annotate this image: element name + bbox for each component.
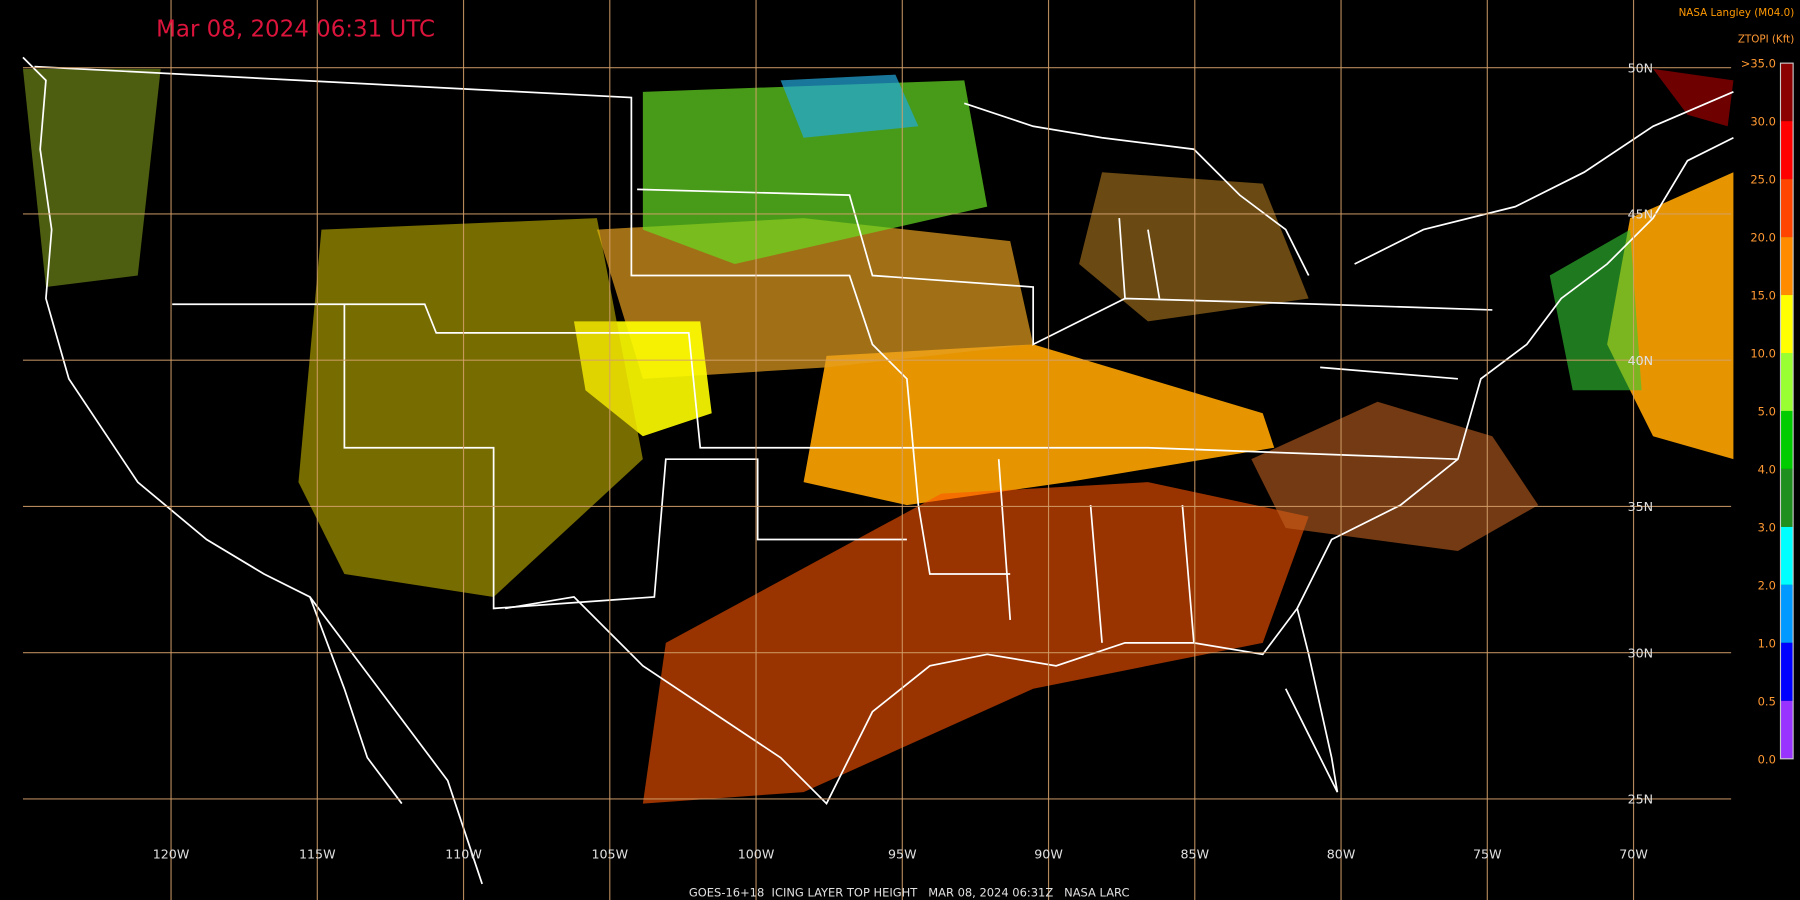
legend-label: 0.5 [1758,694,1776,708]
longitude-label: 70W [1619,847,1648,862]
coast-and-borders [22,56,1734,885]
latitude-label: 30N [1628,645,1653,660]
legend-label: 20.0 [1750,231,1776,245]
longitude-label: 85W [1181,847,1210,862]
longitude-label: 95W [888,847,917,862]
longitude-label: 110W [445,847,482,862]
latitude-label: 50N [1628,60,1653,75]
longitude-label: 105W [592,847,629,862]
legend-frame [1779,62,1794,760]
legend-swatch [1780,410,1794,469]
timestamp: Mar 08, 2024 06:31 UTC [156,17,435,43]
legend-swatch [1780,63,1794,122]
legend-swatch [1780,526,1794,585]
legend-label: 1.0 [1758,636,1776,650]
legend-swatch [1780,295,1794,353]
legend-label: 5.0 [1758,405,1776,419]
legend-swatch [1780,700,1794,759]
lat-lon-grid: 120W 115W 110W 105W 100W 95W 90W 85W 80W 75W 70W 50… [22,0,1732,900]
latitude-label: 40N [1628,353,1653,368]
longitude-label: 90W [1034,847,1063,862]
legend-swatch [1780,237,1794,296]
longitude-label: 120W [153,847,190,862]
latitude-label: 45N [1628,207,1653,222]
latitude-label: 35N [1628,499,1653,514]
longitude-label: 80W [1327,847,1356,862]
latitude-label: 25N [1628,792,1653,807]
legend-label: >35.0 [1741,57,1776,71]
legend-label: 10.0 [1750,347,1776,361]
legend-label: 30.0 [1750,115,1776,129]
legend-label: 25.0 [1750,173,1776,187]
longitude-label: 115W [299,847,336,862]
longitude-label: 100W [738,847,775,862]
legend-swatch [1780,121,1794,180]
source: NASA Langley (M04.0) [1679,7,1795,19]
longitude-label: 75W [1473,847,1502,862]
legend-label: 15.0 [1750,289,1776,303]
legend-label: 4.0 [1758,463,1776,477]
legend-title: ZTOPI (Kft) [1738,33,1794,45]
legend-swatch [1780,642,1794,701]
legend-label: 3.0 [1758,521,1776,535]
legend-swatch [1780,584,1794,643]
legend-label: 2.0 [1758,578,1776,592]
legend-label: 0.0 [1758,752,1776,766]
legend-swatch [1780,352,1794,411]
legend-swatch [1780,468,1794,527]
legend-swatch [1780,179,1794,238]
cloud-field [22,68,1734,804]
color-legend: >35.0 30.0 25.0 20.0 15.0 10.0 5.0 4.0 3.0 2.0 1.0… [1741,57,1794,766]
footer: GOES-16+18 ICING LAYER TOP HEIGHT MAR 08… [689,886,1130,900]
